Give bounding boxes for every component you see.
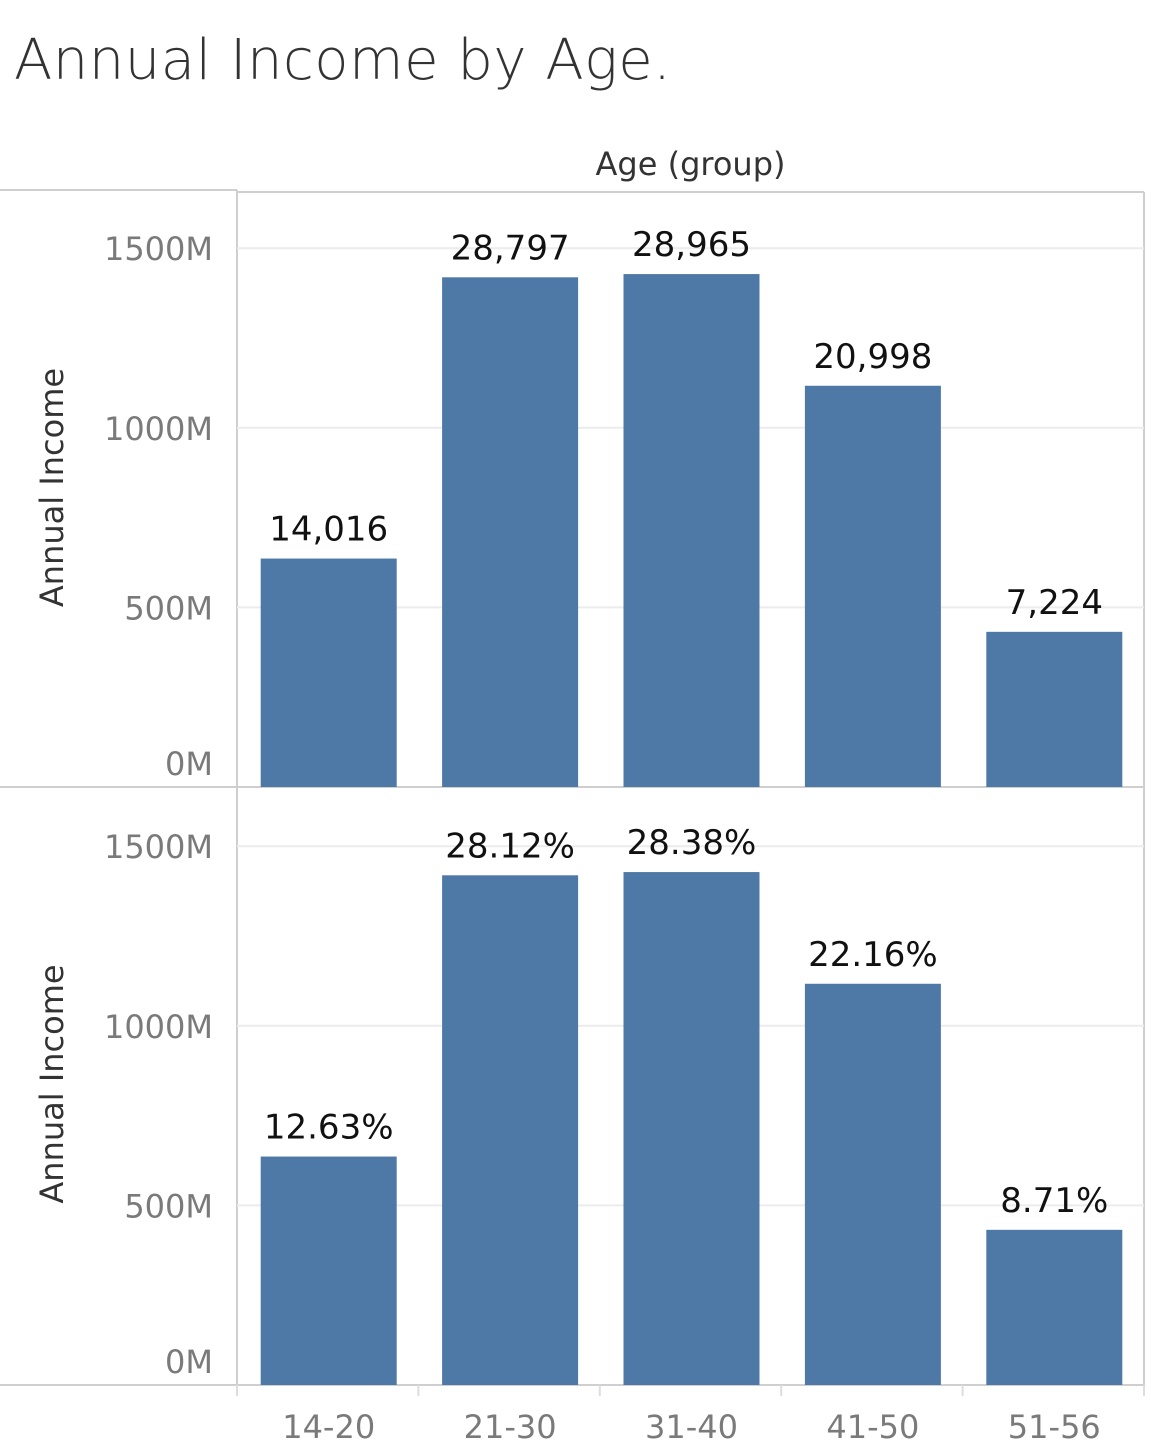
data-label: 28.12% — [445, 826, 575, 866]
bar — [804, 385, 941, 787]
y-axis-title: Annual Income — [33, 368, 71, 607]
data-label: 22.16% — [808, 935, 938, 975]
chart-title: Annual Income by Age. — [14, 28, 672, 93]
x-tick-label: 21-30 — [464, 1408, 557, 1446]
data-labels: 14,016 28,797 28,965 20,998 7,224 12.63% 28.12… — [264, 225, 1108, 1221]
bar — [623, 872, 760, 1385]
x-tick-label: 31-40 — [645, 1408, 738, 1446]
data-label: 28,797 — [451, 228, 570, 268]
data-label: 20,998 — [813, 337, 932, 377]
y-tick-label: 500M — [124, 1187, 213, 1225]
data-label: 14,016 — [269, 510, 388, 550]
y-tick-label: 1000M — [104, 410, 213, 448]
data-label: 28.38% — [627, 823, 757, 863]
bar — [442, 875, 579, 1385]
bar — [986, 631, 1123, 787]
bar — [260, 1156, 397, 1385]
y-tick-label: 0M — [165, 1343, 213, 1381]
y-tick-label: 1500M — [104, 828, 213, 866]
y-tick-label: 1000M — [104, 1008, 213, 1046]
y-tick-label: 0M — [165, 745, 213, 783]
x-tick-label: 14-20 — [282, 1408, 375, 1446]
data-label: 28,965 — [632, 225, 751, 265]
data-label: 12.63% — [264, 1108, 394, 1148]
bar — [442, 277, 579, 787]
y-tick-label: 1500M — [104, 230, 213, 268]
bar — [623, 274, 760, 788]
column-header: Age (group) — [596, 145, 786, 183]
axes: Age (group) 0M 500M 1000M 1500M Annual Income… — [33, 145, 1101, 1446]
x-tick-label: 41-50 — [826, 1408, 919, 1446]
bar — [804, 983, 941, 1385]
y-axis-title: Annual Income — [33, 964, 71, 1203]
data-label: 8.71% — [1000, 1181, 1108, 1221]
bar — [260, 558, 397, 787]
x-tick-label: 51-56 — [1008, 1408, 1101, 1446]
data-label: 7,224 — [1006, 583, 1103, 623]
y-tick-label: 500M — [124, 589, 213, 627]
bar — [986, 1229, 1123, 1385]
bars — [260, 274, 1123, 1385]
